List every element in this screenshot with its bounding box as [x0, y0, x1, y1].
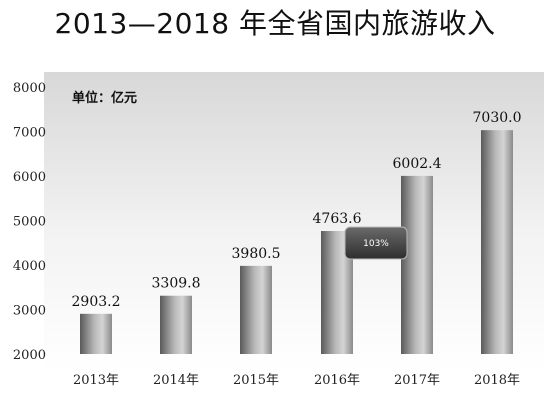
x-tick-label: 2017年: [394, 373, 440, 388]
x-tick-label: 2018年: [474, 373, 520, 388]
bar: [401, 175, 433, 354]
data-labels-group: 2903.2 3309.8 3980.5 4763.6 6002.4 7030.0: [72, 110, 522, 310]
x-tick-label: 2015年: [233, 373, 279, 388]
bar: [80, 313, 112, 354]
x-tick-label: 2014年: [153, 373, 199, 388]
x-tick-label: 2013年: [73, 373, 119, 388]
data-label: 4763.6: [313, 211, 362, 227]
y-tick-label: 4000: [13, 259, 46, 274]
data-label: 6002.4: [393, 156, 442, 172]
x-tick-label: 2016年: [314, 373, 360, 388]
y-tick-label: 8000: [13, 81, 46, 96]
annotation-text: 103%: [363, 239, 389, 249]
data-label: 7030.0: [473, 110, 522, 126]
x-axis: 2013年 2014年 2015年 2016年 2017年 2018年: [73, 373, 520, 388]
bar: [240, 265, 272, 354]
bar: [160, 295, 192, 354]
annotation-badge: 103%: [344, 226, 408, 260]
plot-background: [44, 72, 544, 372]
y-tick-label: 7000: [13, 126, 46, 141]
y-tick-label: 5000: [13, 215, 46, 230]
y-tick-label: 3000: [13, 304, 46, 319]
y-tick-label: 2000: [13, 348, 46, 363]
unit-label: 单位：亿元: [72, 90, 137, 106]
data-label: 3309.8: [152, 276, 201, 292]
annotation-badge-box: [344, 226, 408, 260]
y-axis: 8000 7000 6000 5000 4000 3000 2000: [13, 81, 46, 363]
y-tick-label: 6000: [13, 170, 46, 185]
data-label: 3980.5: [232, 246, 281, 262]
data-label: 2903.2: [72, 294, 121, 310]
bar: [481, 130, 513, 354]
chart-title: 2013—2018 年全省国内旅游收入: [54, 7, 496, 40]
bars-group: [80, 130, 513, 354]
